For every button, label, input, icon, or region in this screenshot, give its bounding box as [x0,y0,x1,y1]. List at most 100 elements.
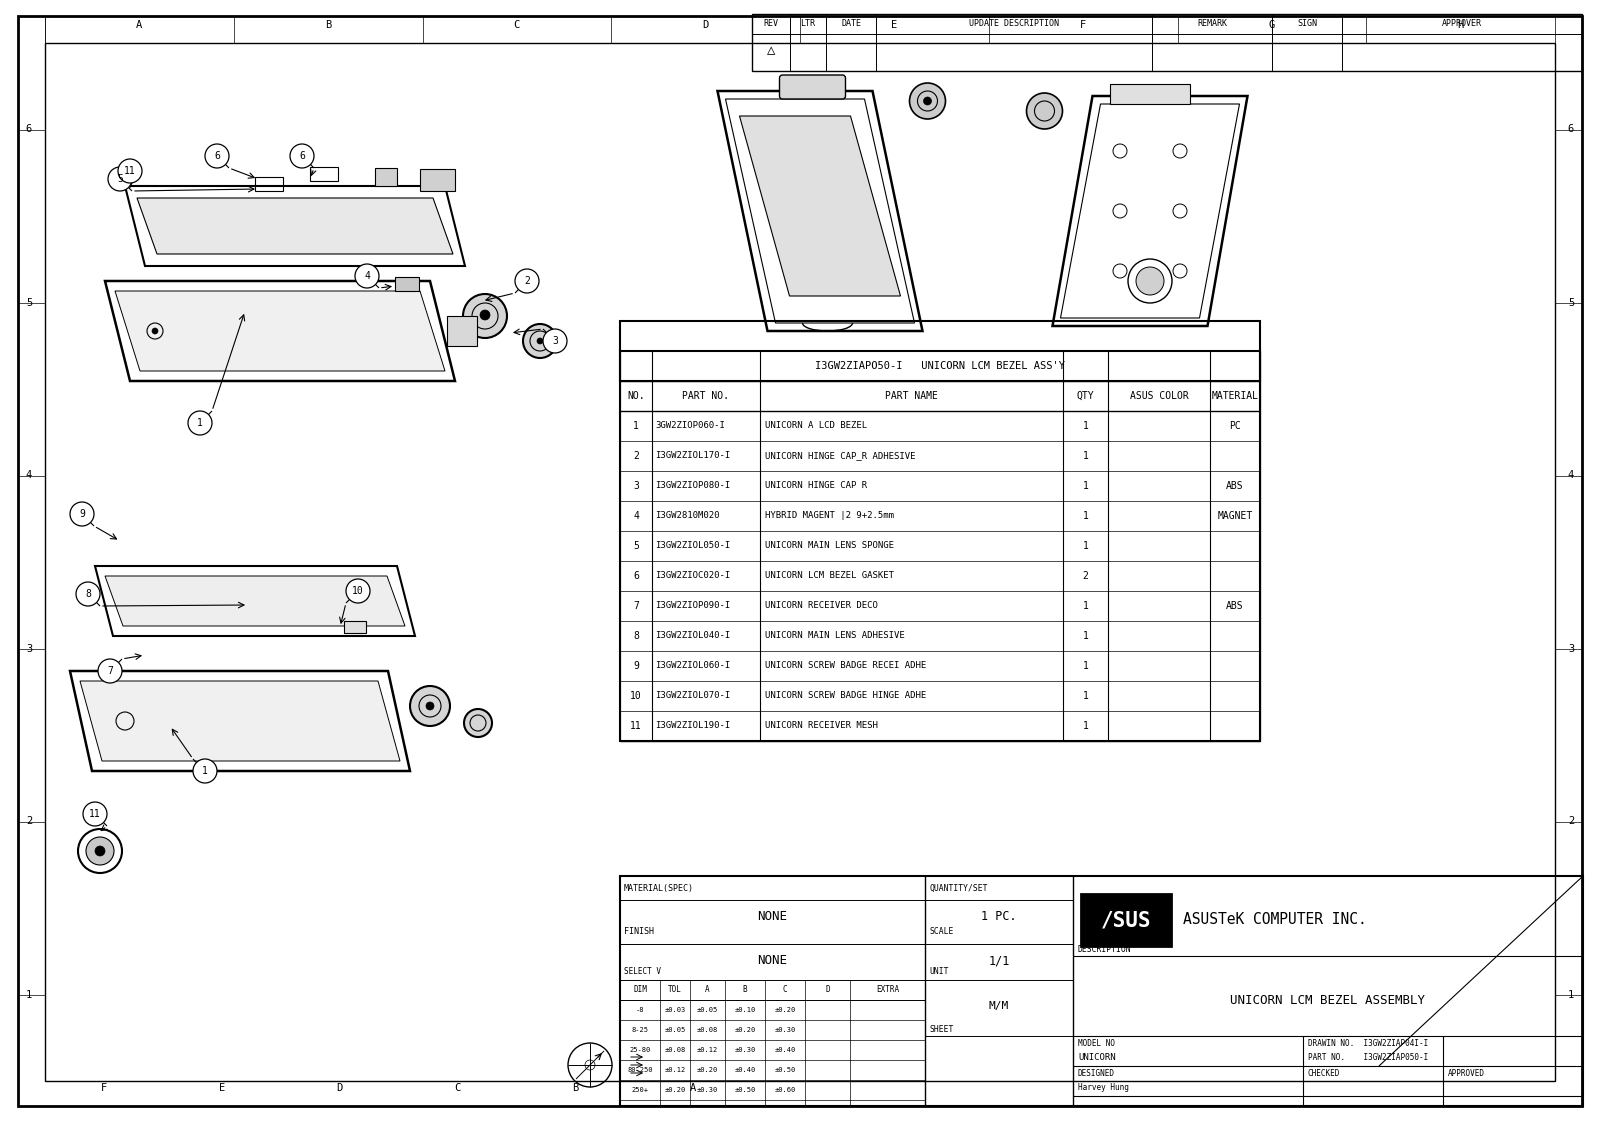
Text: I3GW2ZIOL050-I: I3GW2ZIOL050-I [654,542,730,551]
Text: 4: 4 [634,511,638,521]
Text: ±0.05: ±0.05 [664,1027,686,1033]
Circle shape [464,709,493,737]
Circle shape [70,502,94,526]
Polygon shape [739,116,901,296]
Text: 3: 3 [26,644,32,654]
Text: ±0.12: ±0.12 [664,1067,686,1073]
Bar [1082,893,1171,946]
Text: 1 PC.: 1 PC. [981,909,1018,923]
Text: 80-250: 80-250 [627,1067,653,1073]
Text: 8: 8 [634,631,638,641]
Bar [254,176,283,191]
Text: UNICORN RECEIVER MESH: UNICORN RECEIVER MESH [765,722,878,731]
Circle shape [426,702,434,710]
Circle shape [538,338,542,344]
Text: ±0.50: ±0.50 [774,1067,795,1073]
Polygon shape [138,198,453,254]
Text: UNIT: UNIT [930,967,949,976]
Text: 1: 1 [26,990,32,1000]
Text: 1: 1 [197,418,203,428]
Polygon shape [115,291,445,371]
Text: D: D [702,20,709,31]
Text: 2: 2 [634,451,638,461]
Text: 1: 1 [1083,421,1088,431]
Text: 4: 4 [1568,470,1574,481]
Text: /SUS: /SUS [1101,910,1152,930]
Circle shape [346,579,370,603]
Text: UNICORN SCREW BADGE RECEI ADHE: UNICORN SCREW BADGE RECEI ADHE [765,662,926,671]
Text: 11: 11 [630,720,642,731]
Text: ±0.08: ±0.08 [664,1047,686,1053]
Text: C: C [782,985,787,994]
Text: 8-25: 8-25 [632,1027,648,1033]
Text: 3: 3 [1568,644,1574,654]
Text: ±0.20: ±0.20 [774,1007,795,1013]
Circle shape [194,759,218,783]
Text: I3GW2ZIOL070-I: I3GW2ZIOL070-I [654,691,730,700]
Text: MODEL NO: MODEL NO [1078,1039,1115,1048]
Circle shape [909,83,946,119]
Circle shape [205,144,229,169]
Circle shape [523,323,557,359]
Text: ABS: ABS [1226,481,1243,491]
Text: UNICORN LCM BEZEL ASSEMBLY: UNICORN LCM BEZEL ASSEMBLY [1230,994,1426,1008]
Text: 25-80: 25-80 [629,1047,651,1053]
Text: 3GW2ZIOP060-I: 3GW2ZIOP060-I [654,422,725,431]
Text: 1: 1 [1568,990,1574,1000]
Text: PART NAME: PART NAME [885,391,938,402]
Text: E: E [219,1083,226,1093]
Bar [1110,84,1190,104]
Text: ±0.30: ±0.30 [774,1027,795,1033]
Text: UNICORN SCREW BADGE HINGE ADHE: UNICORN SCREW BADGE HINGE ADHE [765,691,926,700]
Circle shape [923,97,931,105]
Text: 6: 6 [1568,124,1574,135]
Text: C: C [514,20,520,31]
Text: I3GW2ZIOC020-I: I3GW2ZIOC020-I [654,571,730,580]
Text: -8: -8 [635,1007,645,1013]
Circle shape [1136,267,1165,295]
Text: TOL: TOL [669,985,682,994]
Text: UNICORN MAIN LENS SPONGE: UNICORN MAIN LENS SPONGE [765,542,894,551]
Text: 3: 3 [552,336,558,346]
Text: APPROVED: APPROVED [1448,1070,1485,1079]
Text: I3GW2ZIOL190-I: I3GW2ZIOL190-I [654,722,730,731]
Text: 250+: 250+ [632,1087,648,1093]
Circle shape [290,144,314,169]
Circle shape [118,159,142,183]
Text: A: A [690,1083,696,1093]
Text: ±0.12: ±0.12 [698,1047,718,1053]
Text: 2: 2 [1568,817,1574,827]
Text: DESIGNED: DESIGNED [1078,1070,1115,1079]
Bar [621,351,1261,741]
Circle shape [410,687,450,726]
Text: M/M: M/M [989,1001,1010,1011]
Bar [446,316,477,346]
Text: B: B [573,1083,578,1093]
Text: E: E [891,20,898,31]
Text: 11: 11 [125,166,136,176]
Text: I3GW2ZIOP080-I: I3GW2ZIOP080-I [654,482,730,491]
Circle shape [189,411,211,435]
Circle shape [515,269,539,293]
Text: G: G [1269,20,1275,31]
Text: 7: 7 [634,601,638,611]
Text: NONE: NONE [757,955,787,967]
Text: 6: 6 [214,152,219,161]
Text: F: F [101,1083,107,1093]
Text: UNICORN RECEIVER DECO: UNICORN RECEIVER DECO [765,602,878,611]
Text: QUANTITY/SET: QUANTITY/SET [930,883,987,892]
Circle shape [86,837,114,865]
Text: 1: 1 [1083,541,1088,551]
Circle shape [1027,93,1062,129]
Text: 6: 6 [26,124,32,135]
Text: REMARK: REMARK [1197,19,1227,28]
Text: SELECT V: SELECT V [624,967,661,976]
Text: 2: 2 [26,817,32,827]
Text: A: A [706,985,710,994]
Bar [395,277,419,291]
Circle shape [152,328,158,334]
Bar [419,169,454,191]
Text: UNICORN HINGE CAP R: UNICORN HINGE CAP R [765,482,867,491]
Text: ±0.40: ±0.40 [734,1067,755,1073]
Circle shape [462,294,507,338]
